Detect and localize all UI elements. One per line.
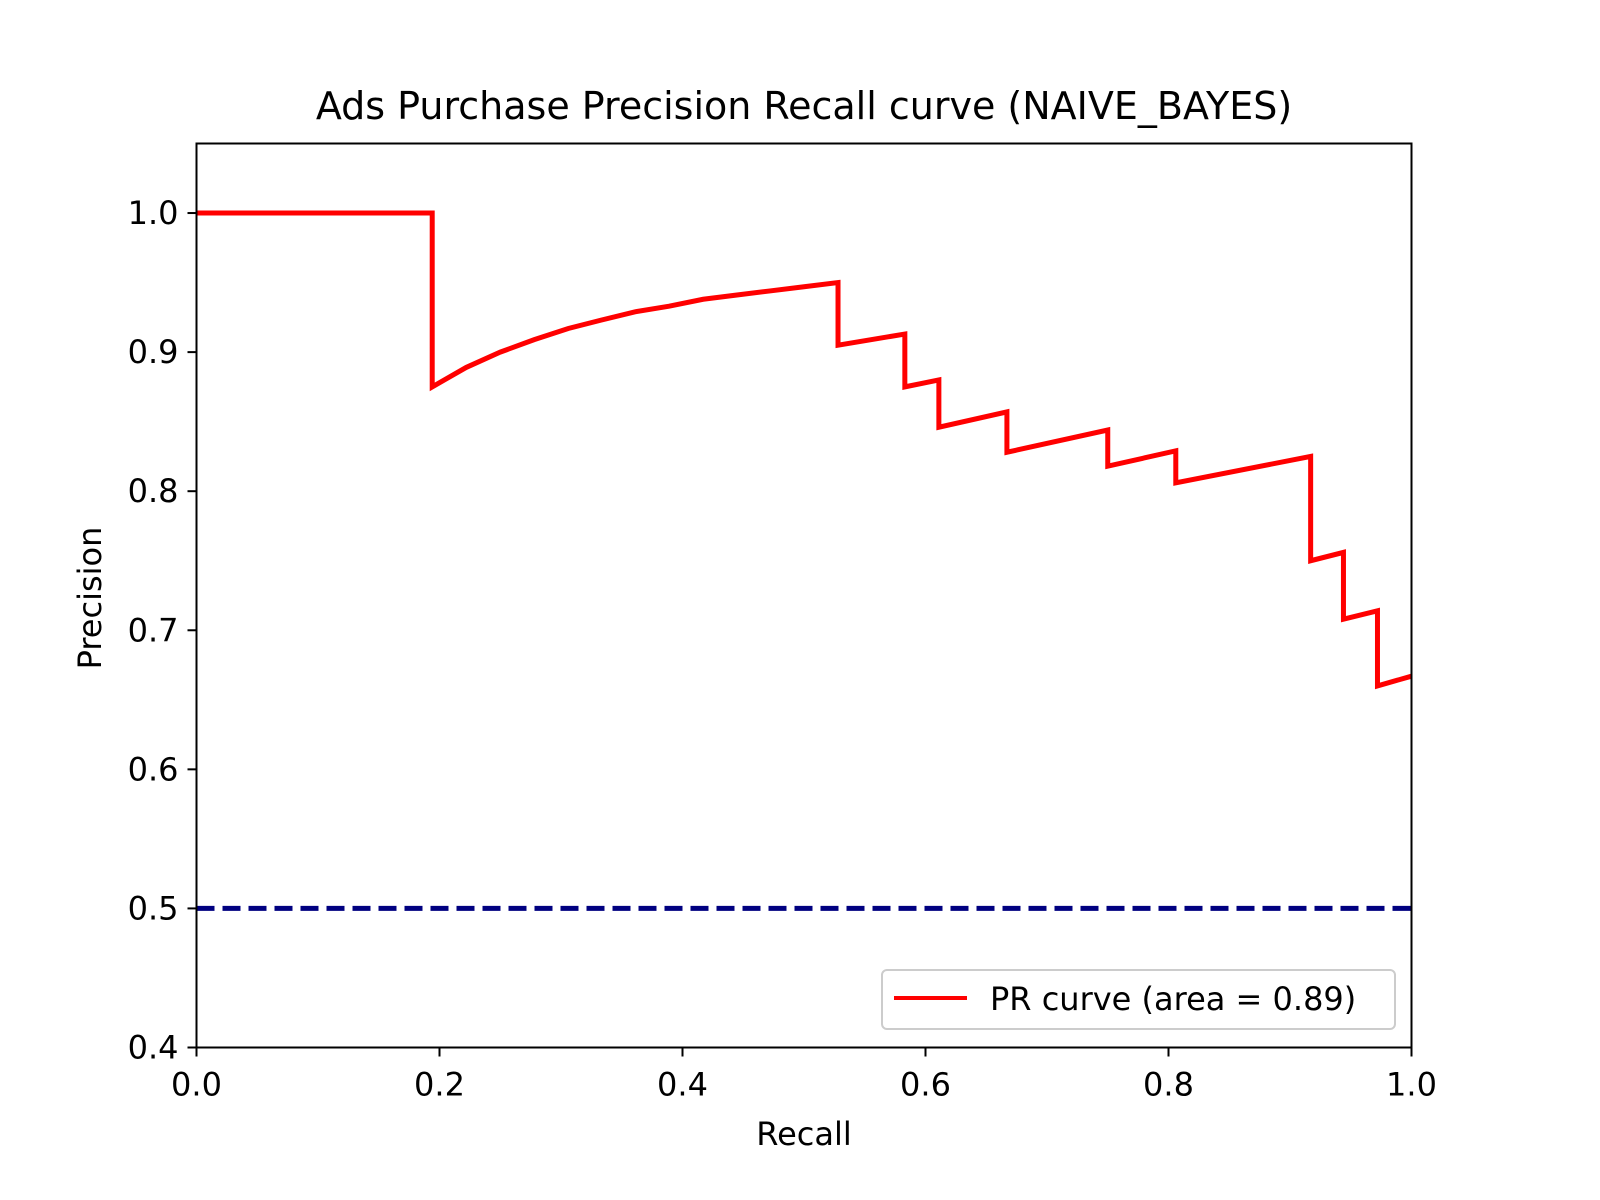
x-tick-label: 1.0: [1386, 1066, 1437, 1104]
x-axis-ticks: 0.0 0.2 0.4 0.6 0.8 1.0: [171, 1047, 1437, 1104]
legend-label-pr-curve: PR curve (area = 0.89): [990, 980, 1356, 1018]
chart-title: Ads Purchase Precision Recall curve (NAI…: [316, 84, 1292, 128]
pr-curve-line: [196, 210, 1413, 690]
x-tick-label: 0.4: [657, 1066, 708, 1104]
y-tick-label: 0.8: [128, 472, 179, 510]
x-axis-label: Recall: [756, 1115, 851, 1153]
y-tick-label: 0.5: [128, 889, 179, 927]
plot-area: [196, 210, 1413, 911]
y-tick-label: 0.7: [128, 611, 179, 649]
y-tick-label: 1.0: [128, 194, 179, 232]
legend-box: [881, 969, 1396, 1030]
legend: PR curve (area = 0.89): [881, 969, 1396, 1030]
y-tick-label: 0.9: [128, 333, 179, 371]
x-tick-label: 0.6: [900, 1066, 951, 1104]
x-tick-label: 0.0: [171, 1066, 222, 1104]
y-tick-label: 0.6: [128, 750, 179, 788]
x-tick-label: 0.8: [1143, 1066, 1194, 1104]
x-tick-label: 0.2: [414, 1066, 465, 1104]
axes-frame: [195, 142, 1413, 1049]
y-axis-label: Precision: [71, 527, 109, 670]
y-tick-label: 0.4: [128, 1029, 179, 1067]
y-axis-ticks: 0.4 0.5 0.6 0.7 0.8 0.9 1.0: [128, 194, 197, 1067]
